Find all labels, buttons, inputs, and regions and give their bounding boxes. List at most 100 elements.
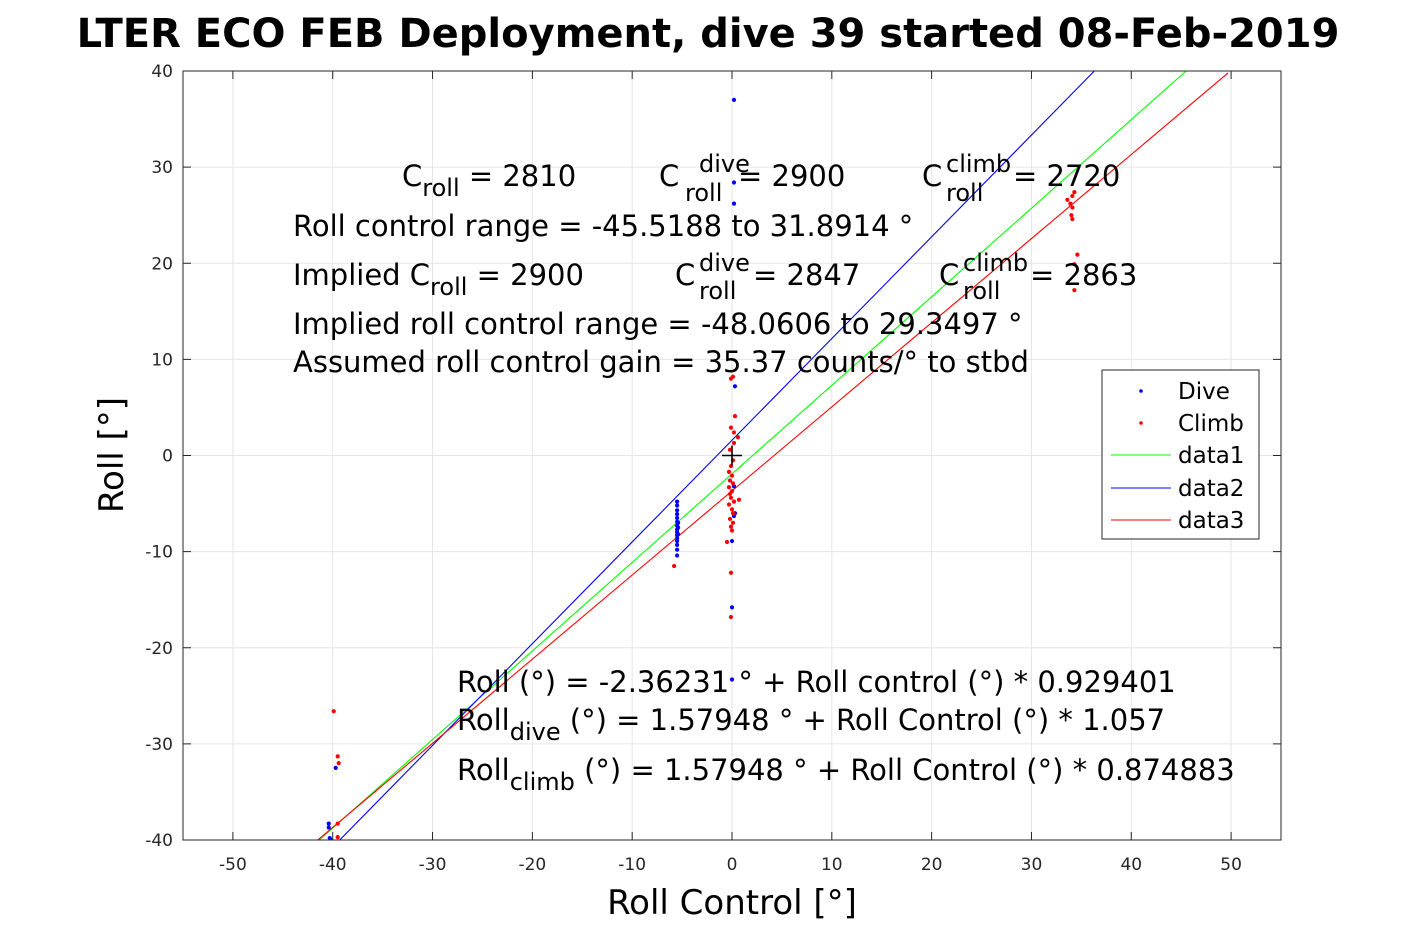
climb-point-31 bbox=[729, 528, 735, 533]
climb-point-10 bbox=[731, 430, 737, 435]
climb-point-24 bbox=[731, 499, 737, 504]
dive-point-7 bbox=[675, 508, 680, 513]
fit-line-data1 bbox=[318, 71, 1187, 840]
climb-point-19 bbox=[730, 481, 736, 486]
climb-point-9 bbox=[728, 425, 734, 430]
climb-point-30 bbox=[728, 524, 734, 529]
annotation-implied-c-roll-climb: C bbox=[939, 258, 959, 292]
dive-point-19 bbox=[675, 553, 680, 558]
climb-point-5 bbox=[672, 563, 677, 569]
series-layer bbox=[317, 71, 1229, 840]
climb-point-35 bbox=[728, 614, 734, 620]
dive-point-3 bbox=[328, 837, 333, 840]
annotations: Croll = 2810 C dive roll = 2900 C climb … bbox=[293, 150, 1235, 796]
legend-climb-label: Climb bbox=[1178, 411, 1244, 437]
annotation-c-roll-dive: C bbox=[659, 159, 679, 193]
climb-point-44 bbox=[1072, 262, 1077, 267]
x-tick-label-7: 20 bbox=[921, 855, 943, 875]
annotation-fit-roll-dive: Rolldive (°) = 1.57948 ° + Roll Control … bbox=[457, 703, 1165, 746]
climb-point-38 bbox=[1070, 193, 1075, 199]
dive-point-4 bbox=[333, 765, 338, 771]
x-tick-label-9: 40 bbox=[1120, 855, 1142, 875]
legend-climb-marker bbox=[1139, 421, 1143, 425]
dive-point-25 bbox=[731, 201, 737, 206]
annotation-c-roll-climb-sub: roll bbox=[946, 179, 983, 207]
annotation-implied-c-roll-climb-sub: roll bbox=[963, 277, 1000, 305]
annotation-implied-c-roll-climb-sup: climb bbox=[963, 249, 1028, 277]
fit-line-data3 bbox=[317, 72, 1229, 840]
annotation-implied-c-roll-dive-sub: roll bbox=[699, 277, 736, 305]
dive-point-5 bbox=[675, 499, 680, 504]
origin-marker bbox=[722, 445, 742, 466]
dive-point-0 bbox=[326, 821, 331, 826]
y-tick-label-8: 40 bbox=[151, 62, 173, 82]
x-tick-label-4: -10 bbox=[618, 855, 646, 875]
annotation-implied-c-roll-dive-value: = 2847 bbox=[753, 258, 860, 292]
climb-point-20 bbox=[726, 485, 732, 490]
annotation-implied-c-roll: Implied Croll = 2900 bbox=[293, 258, 584, 301]
annotation-implied-c-roll-dive-sup: dive bbox=[699, 249, 750, 277]
legend-data2-label: data2 bbox=[1178, 476, 1244, 502]
dive-point-17 bbox=[675, 542, 680, 547]
climb-point-39 bbox=[1072, 190, 1077, 195]
annotation-implied-c-roll-dive: C bbox=[675, 258, 695, 292]
y-tick-label-5: 10 bbox=[151, 350, 173, 370]
climb-point-4 bbox=[335, 835, 340, 840]
annotation-roll-control-range: Roll control range = -45.5188 to 31.8914… bbox=[293, 209, 913, 243]
legend-data3-label: data3 bbox=[1178, 508, 1244, 534]
dive-point-32 bbox=[729, 677, 735, 682]
annotation-c-roll-climb: C bbox=[922, 159, 942, 193]
climb-point-12 bbox=[731, 440, 737, 446]
climb-point-33 bbox=[724, 539, 730, 545]
climb-point-29 bbox=[730, 520, 736, 525]
dive-point-18 bbox=[675, 547, 680, 552]
annotation-c-roll-dive-value: = 2900 bbox=[738, 159, 845, 193]
dive-point-31 bbox=[729, 605, 735, 610]
x-tick-label-1: -40 bbox=[319, 855, 347, 875]
dive-point-23 bbox=[731, 97, 737, 102]
legend-data1-label: data1 bbox=[1178, 443, 1244, 469]
y-tick-label-4: 0 bbox=[162, 447, 173, 467]
annotation-c-roll: Croll = 2810 bbox=[402, 159, 576, 202]
legend: Dive Climb data1 data2 data3 bbox=[1101, 369, 1260, 540]
dive-point-9 bbox=[675, 515, 680, 521]
climb-point-45 bbox=[1072, 288, 1077, 293]
climb-point-18 bbox=[727, 478, 733, 483]
climb-point-7 bbox=[730, 374, 736, 379]
climb-point-40 bbox=[1070, 205, 1075, 210]
x-tick-label-0: -50 bbox=[219, 855, 247, 875]
annotation-c-roll-dive-sup: dive bbox=[699, 150, 750, 178]
y-tick-label-2: -20 bbox=[145, 639, 173, 659]
legend-dive-label: Dive bbox=[1178, 379, 1230, 405]
y-axis-title: Roll [°] bbox=[92, 397, 132, 513]
annotation-fit-roll: Roll (°) = -2.36231 ° + Roll control (°)… bbox=[457, 665, 1176, 699]
climb-point-27 bbox=[730, 511, 736, 516]
chart-title: LTER ECO FEB Deployment, dive 39 started… bbox=[77, 11, 1340, 57]
dive-point-15 bbox=[675, 536, 680, 541]
dive-point-1 bbox=[326, 825, 331, 830]
climb-point-17 bbox=[729, 473, 735, 478]
ticks: -50 -40 -30 -20 -10 0 10 20 30 40 50 -40 -30 -20 -10 0 1… bbox=[145, 62, 1281, 875]
climb-point-34 bbox=[728, 570, 734, 575]
climb-point-0 bbox=[331, 709, 336, 714]
x-tick-label-3: -20 bbox=[518, 855, 546, 875]
dive-point-22 bbox=[675, 532, 681, 537]
x-tick-label-6: 10 bbox=[821, 855, 843, 875]
y-tick-label-6: 20 bbox=[151, 254, 173, 274]
climb-point-22 bbox=[727, 491, 733, 497]
y-tick-label-1: -30 bbox=[145, 735, 173, 755]
climb-point-2 bbox=[336, 761, 341, 766]
climb-point-26 bbox=[729, 507, 735, 512]
fit-line-data2 bbox=[339, 71, 1095, 840]
legend-dive-marker bbox=[1139, 389, 1143, 393]
dive-point-6 bbox=[675, 503, 680, 508]
dive-point-30 bbox=[729, 538, 735, 544]
climb-point-43 bbox=[1075, 252, 1080, 257]
annotation-roll-control-gain: Assumed roll control gain = 35.37 counts… bbox=[293, 345, 1029, 379]
dive-point-20 bbox=[675, 520, 681, 525]
climb-point-3 bbox=[335, 821, 340, 826]
y-tick-label-3: -10 bbox=[145, 543, 173, 563]
y-tick-label-7: 30 bbox=[151, 158, 173, 178]
dive-point-21 bbox=[675, 525, 681, 530]
